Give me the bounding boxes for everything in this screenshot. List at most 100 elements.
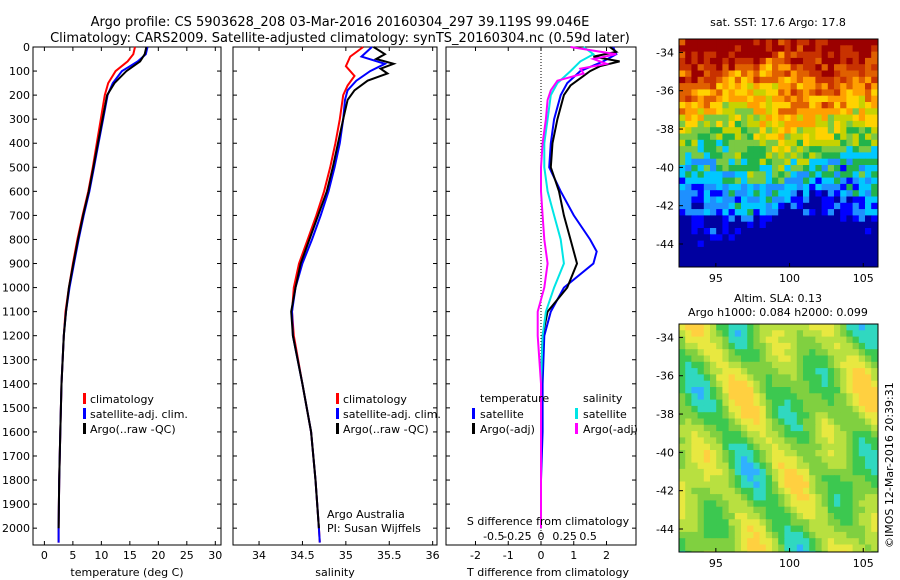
map-cell <box>834 70 841 78</box>
map-cell <box>834 349 841 356</box>
map-cell <box>685 190 692 197</box>
map-cell <box>852 196 860 204</box>
map-cell <box>703 259 711 267</box>
map-cell <box>852 228 860 235</box>
map-cell <box>703 89 711 97</box>
map-cell <box>691 215 699 223</box>
map-cell <box>834 494 841 501</box>
map-cell <box>691 355 699 363</box>
map-cell <box>685 475 692 482</box>
map-cell <box>685 165 692 172</box>
map-cell <box>679 114 686 122</box>
map-cell <box>741 76 748 84</box>
map-cell <box>691 202 699 210</box>
map-cell <box>871 462 878 470</box>
map-cell <box>846 387 854 394</box>
x2-tick-label: 0.25 <box>552 530 577 543</box>
map-cell <box>852 336 860 344</box>
map-cell <box>865 550 872 552</box>
map-cell <box>691 513 699 520</box>
map-cell <box>741 538 748 545</box>
sst-map-cells <box>679 39 878 267</box>
map-cell <box>815 481 823 489</box>
map-cell <box>753 196 761 204</box>
map-cell <box>809 171 816 179</box>
map-cell <box>809 538 816 545</box>
map-cell <box>741 265 748 267</box>
map-cell <box>827 259 835 267</box>
map-cell <box>734 538 742 545</box>
map-cell <box>846 355 854 363</box>
map-cell <box>778 171 785 179</box>
legend-label-t-satellite: satellite <box>480 408 524 421</box>
map-cell <box>778 152 785 160</box>
map-cell <box>679 209 686 216</box>
map-cell <box>685 468 692 476</box>
map-cell <box>809 475 816 482</box>
map-cell <box>796 57 804 65</box>
map-cell <box>834 513 841 520</box>
map-cell <box>865 418 872 426</box>
map-cell <box>716 431 723 438</box>
map-cell <box>846 506 854 514</box>
map-cell <box>821 209 829 216</box>
map-cell <box>871 127 878 134</box>
map-cell <box>722 171 730 179</box>
map-cell <box>852 57 860 65</box>
legend-swatch-t-argo <box>472 423 475 434</box>
map-cell <box>685 368 692 375</box>
map-cell <box>834 108 841 116</box>
map-cell <box>710 240 717 248</box>
map-cell <box>741 380 748 388</box>
map-cell <box>796 500 804 508</box>
map-cell <box>778 374 785 382</box>
map-cell <box>759 152 767 160</box>
map-cell <box>871 139 878 147</box>
map-cell <box>753 349 761 356</box>
map-cell <box>834 228 841 235</box>
y-tick-label: 500 <box>9 161 30 174</box>
map-cell <box>691 330 699 338</box>
map-cell <box>772 531 779 539</box>
map-cell <box>865 215 872 223</box>
map-cell <box>697 114 705 122</box>
map-cell <box>815 355 823 363</box>
map-cell <box>710 468 717 476</box>
map-cell <box>852 209 860 216</box>
map-cell <box>728 494 736 501</box>
map-cell <box>778 468 785 476</box>
map-cell <box>703 349 711 356</box>
map-cell <box>827 462 835 470</box>
map-cell <box>710 83 717 90</box>
map-cell <box>834 443 841 451</box>
map-cell <box>703 83 711 90</box>
map-cell <box>865 538 872 545</box>
map-cell <box>840 487 847 495</box>
map-cell <box>697 196 705 204</box>
map-cell <box>852 215 860 223</box>
map-cell <box>728 324 736 331</box>
map-cell <box>685 114 692 122</box>
y-tick-label: 1500 <box>2 402 30 415</box>
map-cell <box>753 330 761 338</box>
map-cell <box>753 368 761 375</box>
map-cell <box>784 550 792 552</box>
map-cell <box>697 108 705 116</box>
map-cell <box>772 437 779 445</box>
map-cell <box>691 550 699 552</box>
map-cell <box>846 475 854 482</box>
map-cell <box>691 259 699 267</box>
map-cell <box>858 127 866 134</box>
map-cell <box>852 120 860 128</box>
map-cell <box>796 259 804 267</box>
map-cell <box>871 513 878 520</box>
y-tick-label: 600 <box>9 185 30 198</box>
map-cell <box>741 475 748 482</box>
map-cell <box>710 336 717 344</box>
map-cell <box>703 336 711 344</box>
map-cell <box>827 139 835 147</box>
map-cell <box>685 405 692 413</box>
map-cell <box>728 70 736 78</box>
map-cell <box>753 468 761 476</box>
